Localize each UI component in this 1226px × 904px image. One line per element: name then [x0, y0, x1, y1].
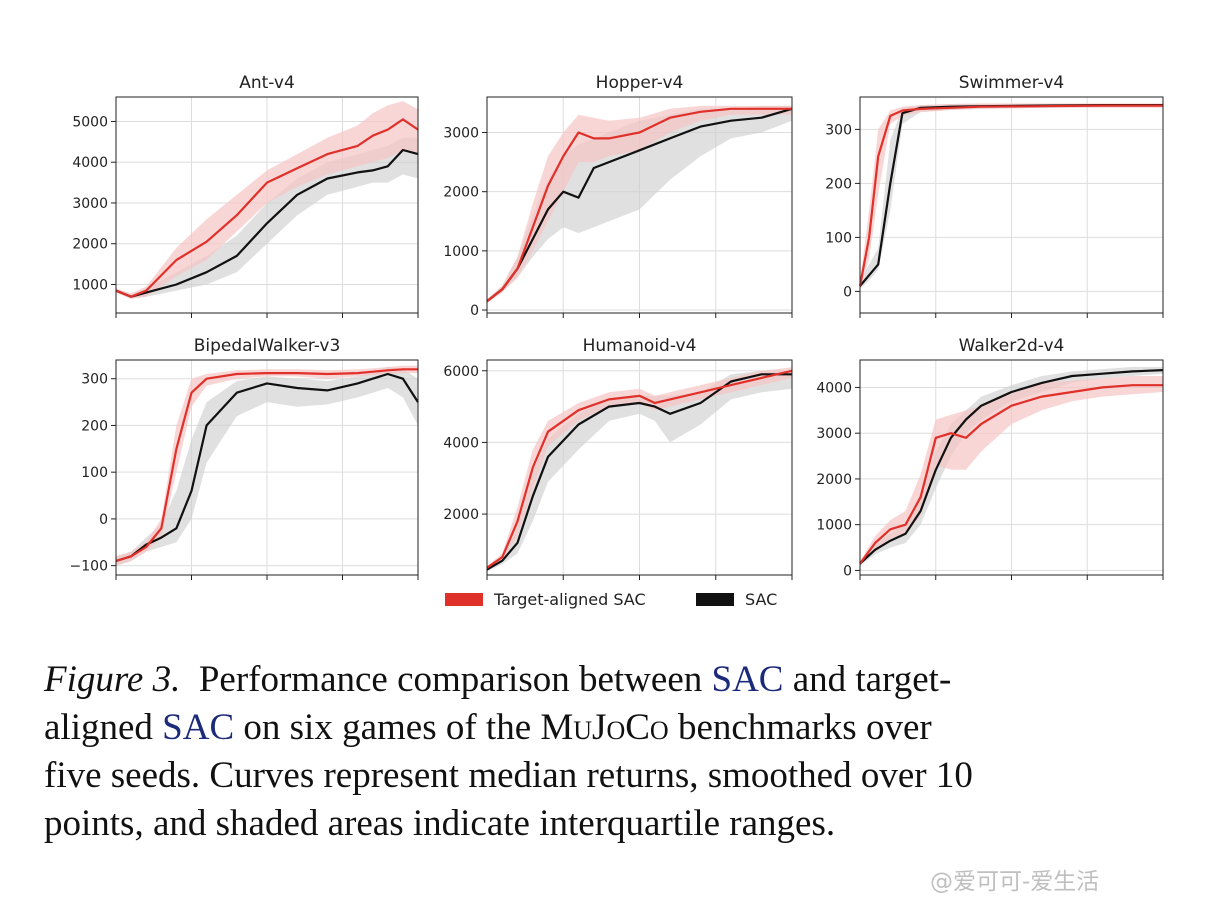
sac-band — [116, 367, 418, 566]
sac-line — [859, 369, 1164, 565]
target-sac-line — [858, 104, 1163, 287]
y-tick-label: 300 — [81, 372, 108, 388]
target-sac-line — [859, 384, 1163, 565]
y-tick-label: 1000 — [443, 244, 479, 260]
legend-label-sac: SAC — [745, 590, 777, 609]
caption-label: Figure 3. — [44, 659, 181, 700]
chart-title: BipedalWalker-v3 — [194, 336, 341, 356]
caption-line-4: points, and shaded areas indicate interq… — [44, 803, 836, 844]
sac-band — [487, 105, 792, 303]
caption-line-1: Figure 3. Performance comparison between… — [44, 656, 1182, 704]
sac-band — [116, 137, 418, 299]
caption-link-sac[interactable]: SAC — [711, 659, 784, 700]
caption-text: aligned — [44, 707, 153, 748]
chart-title: Hopper-v4 — [596, 73, 684, 93]
y-tick-label: 2000 — [72, 237, 108, 253]
y-tick-label: 5000 — [72, 114, 108, 130]
sac-line — [115, 148, 419, 298]
caption-mujoco: MuJoCo — [540, 707, 669, 748]
y-tick-label: 2000 — [443, 185, 479, 201]
chart-panel: 0 100 200 300 Swimmer-v4 — [825, 73, 1164, 318]
chart-panel: 2000 4000 6000 Humanoid-v4 — [443, 336, 793, 580]
chart-title: Walker2d-v4 — [959, 336, 1065, 356]
y-tick-label: 1000 — [72, 277, 108, 293]
target-sac-band — [487, 367, 792, 570]
sac-band — [860, 366, 1163, 566]
y-tick-label: 100 — [825, 230, 852, 246]
sac-line — [486, 107, 793, 303]
y-tick-label: 0 — [843, 563, 852, 579]
y-tick-label: 2000 — [443, 507, 479, 523]
y-tick-label: 100 — [81, 465, 108, 481]
y-tick-label: 6000 — [443, 364, 479, 380]
chart-panel: 1000 2000 3000 4000 5000 Ant-v4 — [72, 73, 419, 318]
y-tick-label: 4000 — [816, 380, 852, 396]
caption-text: Performance comparison between — [198, 659, 703, 700]
target-sac-band — [860, 103, 1163, 289]
y-tick-label: 0 — [470, 303, 479, 319]
sac-band — [487, 370, 792, 572]
target-sac-line — [115, 368, 418, 563]
caption-link-sac[interactable]: SAC — [162, 707, 235, 748]
y-tick-label: 3000 — [72, 196, 108, 212]
chart-title: Swimmer-v4 — [959, 73, 1064, 93]
sac-line — [115, 372, 419, 563]
target-sac-line — [115, 118, 419, 298]
y-tick-label: 300 — [825, 122, 852, 138]
legend-label-target-sac: Target-aligned SAC — [493, 590, 646, 609]
chart-panel: −100 0 100 200 300 BipedalWalker-v3 — [70, 336, 419, 580]
y-tick-label: −100 — [70, 559, 108, 575]
y-tick-label: 4000 — [72, 155, 108, 171]
y-tick-label: 200 — [825, 176, 852, 192]
y-tick-label: 1000 — [816, 518, 852, 534]
caption-line-2: aligned SAC on six games of the MuJoCo b… — [44, 704, 1182, 752]
y-tick-label: 0 — [843, 284, 852, 300]
legend-swatch-target-sac — [445, 593, 483, 606]
legend-swatch-sac — [696, 593, 734, 606]
legend: Target-aligned SAC SAC — [445, 590, 777, 609]
figure-panels: 10002000300040005000Ant-v40100020003000H… — [70, 73, 1164, 609]
sac-line — [486, 373, 792, 571]
chart-title: Humanoid-v4 — [583, 336, 697, 356]
y-tick-label: 3000 — [443, 126, 479, 142]
chart-title: Ant-v4 — [239, 73, 295, 93]
caption-line-3: five seeds. Curves represent median retu… — [44, 755, 973, 796]
y-tick-label: 4000 — [443, 435, 479, 451]
caption-text: benchmarks over — [677, 707, 932, 748]
watermark: @爱可可-爱生活 — [930, 869, 1100, 895]
y-tick-label: 200 — [81, 418, 108, 434]
target-sac-line — [486, 369, 793, 569]
y-tick-label: 2000 — [816, 472, 852, 488]
chart-panel: 0 1000 2000 3000 Hopper-v4 — [443, 73, 793, 319]
y-tick-label: 3000 — [816, 426, 852, 442]
y-tick-label: 0 — [99, 512, 108, 528]
target-sac-line — [486, 107, 792, 303]
figure-caption: Figure 3. Performance comparison between… — [44, 656, 1182, 848]
caption-text: and target- — [792, 659, 952, 700]
chart-panel: 0 1000 2000 3000 4000 Walker2d-v4 — [816, 336, 1164, 580]
target-sac-band — [860, 376, 1163, 566]
caption-text: on six games of the — [243, 707, 532, 748]
